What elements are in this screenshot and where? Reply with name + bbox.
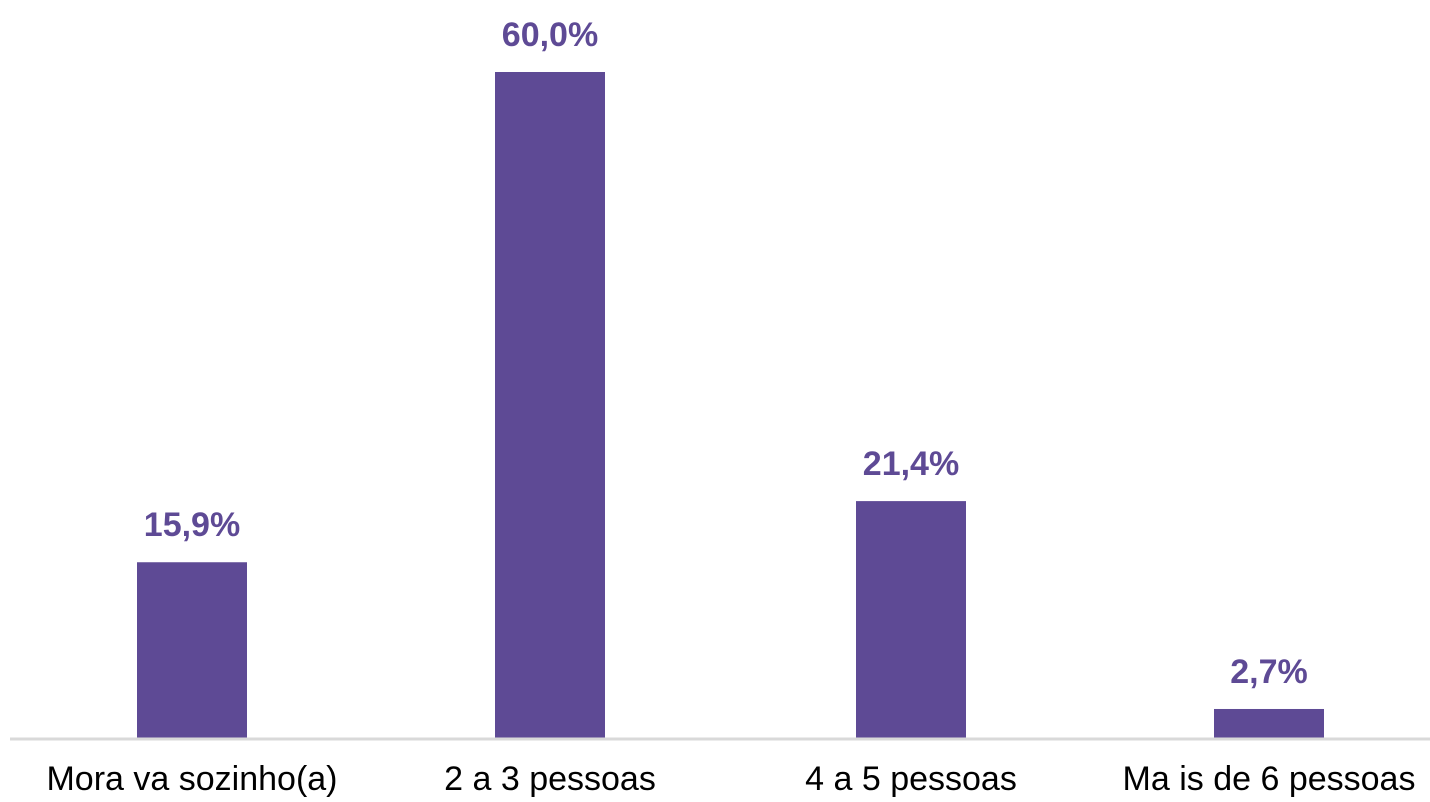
bar-3 [856, 501, 966, 739]
category-label-3: 4 a 5 pessoas [805, 760, 1017, 798]
category-labels-group: Mora va sozinho(a) 2 a 3 pessoas 4 a 5 pes… [46, 760, 1415, 798]
value-label-3: 21,4% [863, 445, 959, 483]
bars-group [137, 72, 1324, 739]
value-label-2: 60,0% [502, 16, 598, 54]
bar-1 [137, 562, 247, 739]
category-label-4: Ma is de 6 pessoas [1123, 760, 1416, 798]
bar-4 [1214, 708, 1324, 739]
bar-2 [495, 72, 605, 739]
value-label-4: 2,7% [1230, 653, 1308, 691]
value-labels-group: 15,9% 60,0% 21,4% 2,7% [144, 16, 1308, 691]
category-label-2: 2 a 3 pessoas [444, 760, 656, 798]
value-label-1: 15,9% [144, 506, 240, 544]
category-label-1: Mora va sozinho(a) [46, 760, 337, 798]
